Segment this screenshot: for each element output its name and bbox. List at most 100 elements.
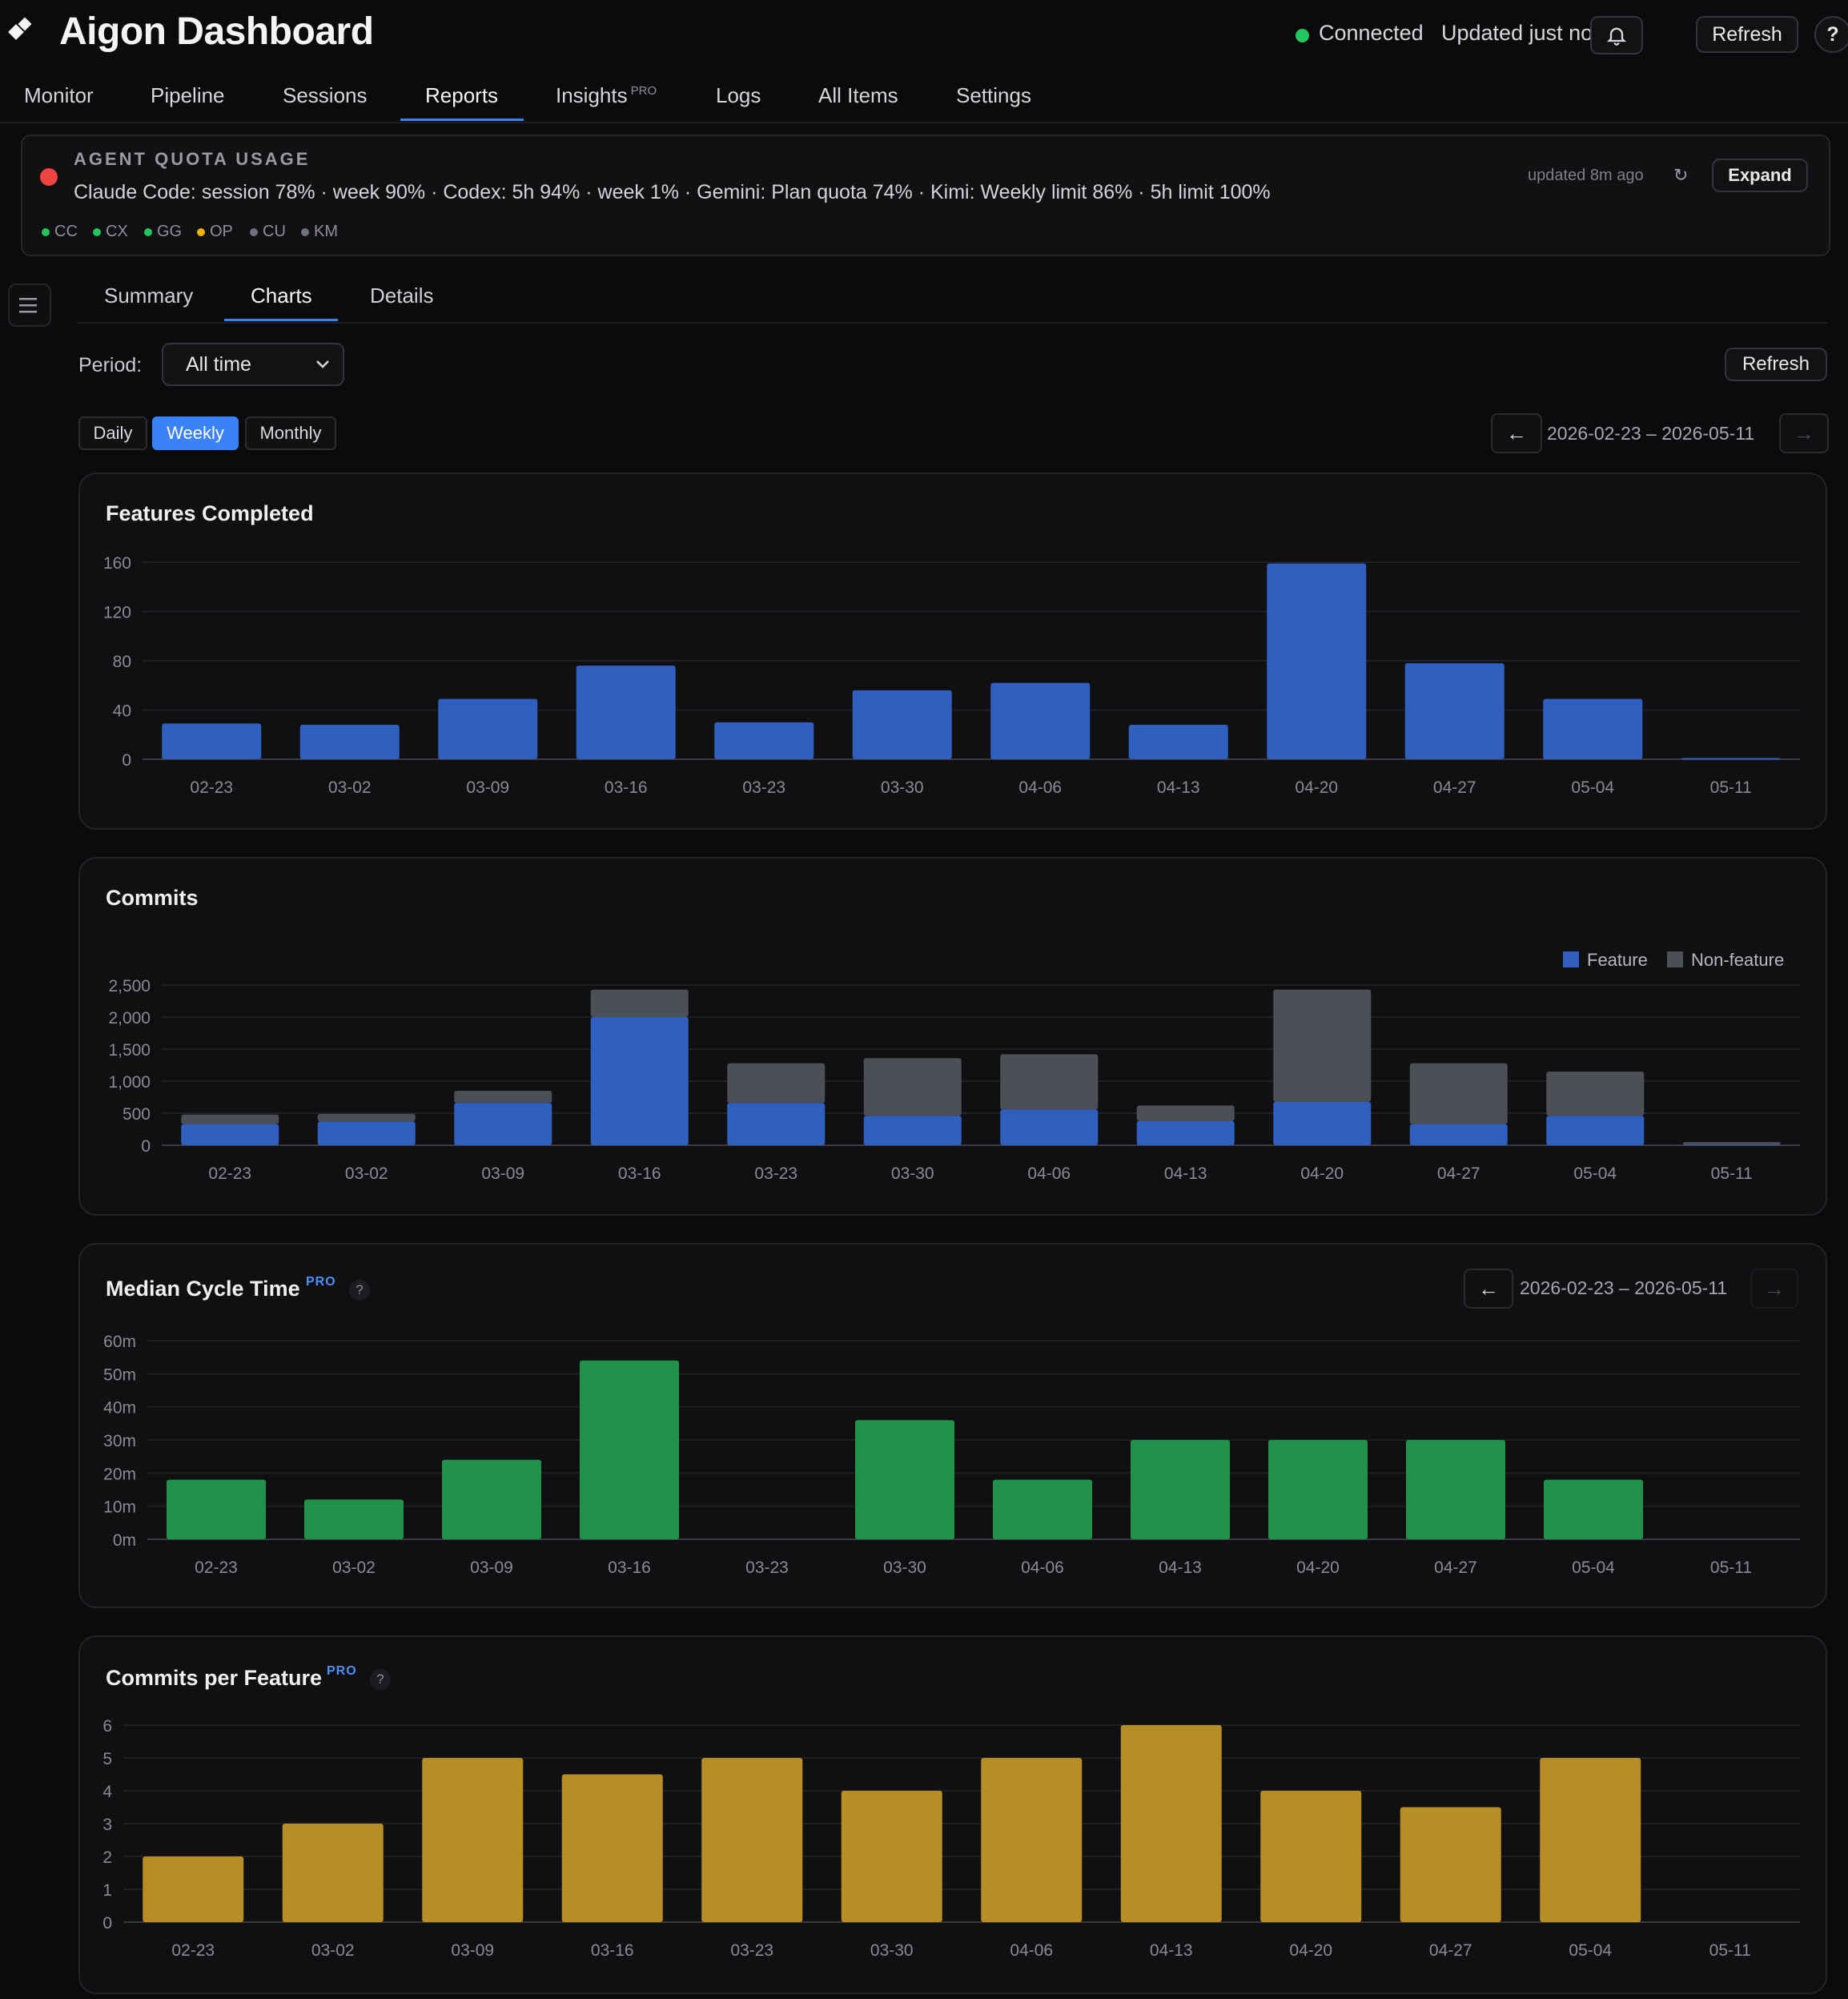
commits-per-feature-help-icon[interactable]: ?: [370, 1669, 391, 1690]
x-tick-label: 03-16: [605, 778, 648, 797]
sidebar-toggle-button[interactable]: [8, 284, 51, 327]
range-next-button[interactable]: →: [1779, 413, 1829, 453]
arrow-right-icon: →: [1794, 420, 1814, 445]
x-tick-label: 04-27: [1437, 1164, 1480, 1183]
nav-divider: [0, 122, 1848, 123]
median-cycle-time-help-icon[interactable]: ?: [349, 1280, 370, 1301]
bar: [422, 1758, 524, 1922]
agent-status-dot: [197, 227, 205, 236]
y-tick-label: 2,000: [108, 1009, 151, 1028]
bar: [1131, 1440, 1230, 1539]
x-tick-label: 04-20: [1300, 1164, 1344, 1183]
app-title: Aigon Dashboard: [59, 10, 374, 53]
bar: [1268, 1440, 1368, 1539]
nav-reports[interactable]: Reports: [425, 83, 499, 107]
connection-status: Connected: [1319, 21, 1424, 45]
bar: [282, 1824, 384, 1922]
bar: [580, 1360, 679, 1539]
header-refresh-button[interactable]: Refresh: [1696, 16, 1798, 53]
help-button[interactable]: ?: [1814, 16, 1848, 53]
x-tick-label: 03-30: [883, 1559, 926, 1577]
nav-pipeline[interactable]: Pipeline: [151, 83, 225, 107]
aigon-logo-icon: [8, 17, 32, 40]
nav-logs[interactable]: Logs: [716, 83, 761, 107]
y-tick-label: 6: [102, 1717, 112, 1736]
nav-insights-pro-badge: PRO: [630, 84, 657, 99]
y-tick-label: 120: [103, 604, 131, 622]
y-tick-label: 30m: [103, 1432, 136, 1450]
x-tick-label: 03-09: [466, 778, 509, 797]
quota-updated: updated 8m ago: [1528, 167, 1644, 184]
y-tick-label: 1,500: [108, 1041, 151, 1060]
bar-feature: [454, 1103, 552, 1145]
cycle-range-prev-button[interactable]: ←: [1464, 1269, 1513, 1309]
bar-non-feature: [1682, 1142, 1781, 1145]
quota-expand-button[interactable]: Expand: [1712, 159, 1808, 192]
agent-code: CX: [106, 223, 128, 240]
features-completed-title: Features Completed: [106, 501, 314, 525]
bar: [1260, 1791, 1362, 1922]
granularity-monthly[interactable]: Monthly: [245, 416, 336, 450]
charts-refresh-button[interactable]: Refresh: [1725, 348, 1827, 381]
bar: [438, 698, 538, 759]
bar: [1543, 698, 1643, 759]
nav-insights[interactable]: Insights PRO: [556, 83, 657, 108]
agent-status-dot: [93, 227, 101, 236]
agent-quota-panel: [21, 135, 1830, 256]
agent-code: CC: [54, 223, 78, 240]
subtab-summary[interactable]: Summary: [104, 284, 194, 308]
commits-chart: 0 500 1,000 1,500 2,000 2,500 02-23 03-02 03-09 0…: [108, 950, 1800, 1183]
agent-status-dot: [144, 227, 152, 236]
bar-non-feature: [181, 1114, 279, 1124]
quota-refresh-icon[interactable]: ↻: [1673, 165, 1689, 185]
y-tick-label: 0: [141, 1137, 151, 1156]
x-tick-label: 04-20: [1295, 778, 1338, 797]
range-prev-button[interactable]: ←: [1491, 413, 1542, 453]
y-tick-label: 80: [113, 653, 131, 671]
bar: [1128, 724, 1228, 759]
agent-indicator-gg: GG: [144, 223, 182, 241]
nav-monitor[interactable]: Monitor: [24, 83, 94, 107]
quota-title: AGENT QUOTA USAGE: [74, 149, 311, 169]
bar-non-feature: [454, 1091, 552, 1104]
nav-all-items[interactable]: All Items: [818, 83, 898, 107]
cycle-range-next-button[interactable]: →: [1750, 1269, 1798, 1309]
x-tick-label: 03-30: [870, 1941, 914, 1960]
x-tick-label: 02-23: [208, 1164, 251, 1183]
cycle-range-label: 2026-02-23 – 2026-05-11: [1520, 1277, 1728, 1298]
y-tick-label: 40m: [103, 1399, 136, 1418]
bar: [1400, 1807, 1501, 1922]
subtab-details[interactable]: Details: [370, 284, 434, 308]
notifications-button[interactable]: [1590, 16, 1643, 54]
legend-swatch: [1667, 951, 1683, 967]
quota-summary: Claude Code: session 78% · week 90% · Co…: [74, 181, 1271, 203]
nav-settings[interactable]: Settings: [956, 83, 1031, 107]
granularity-daily[interactable]: Daily: [78, 416, 147, 450]
nav-sessions[interactable]: Sessions: [283, 83, 368, 107]
bar-non-feature: [727, 1063, 826, 1104]
bar: [1406, 1440, 1505, 1539]
subtab-charts[interactable]: Charts: [251, 284, 312, 308]
bar: [162, 723, 262, 759]
bar-non-feature: [1136, 1105, 1235, 1121]
period-select[interactable]: All time: [162, 343, 344, 386]
granularity-weekly[interactable]: Weekly: [152, 416, 239, 450]
bar-feature: [1546, 1116, 1645, 1145]
x-tick-label: 04-06: [1018, 778, 1062, 797]
y-tick-label: 0: [122, 751, 131, 770]
bar-feature: [1682, 1144, 1781, 1146]
bar: [990, 682, 1091, 759]
bell-icon: [1606, 27, 1627, 46]
nav-insights-label: Insights: [556, 83, 628, 107]
period-select-value: All time: [186, 352, 251, 376]
bar-feature: [727, 1103, 826, 1145]
y-tick-label: 2: [102, 1848, 112, 1867]
bar: [167, 1479, 266, 1539]
median-cycle-time-title: Median Cycle Time: [106, 1277, 300, 1301]
x-tick-label: 03-16: [608, 1559, 651, 1577]
agent-indicator-cc: CC: [42, 223, 78, 241]
bar-non-feature: [1409, 1063, 1508, 1124]
agent-code: OP: [210, 223, 233, 240]
chevron-down-icon: [316, 360, 329, 368]
x-tick-label: 04-27: [1433, 778, 1476, 797]
